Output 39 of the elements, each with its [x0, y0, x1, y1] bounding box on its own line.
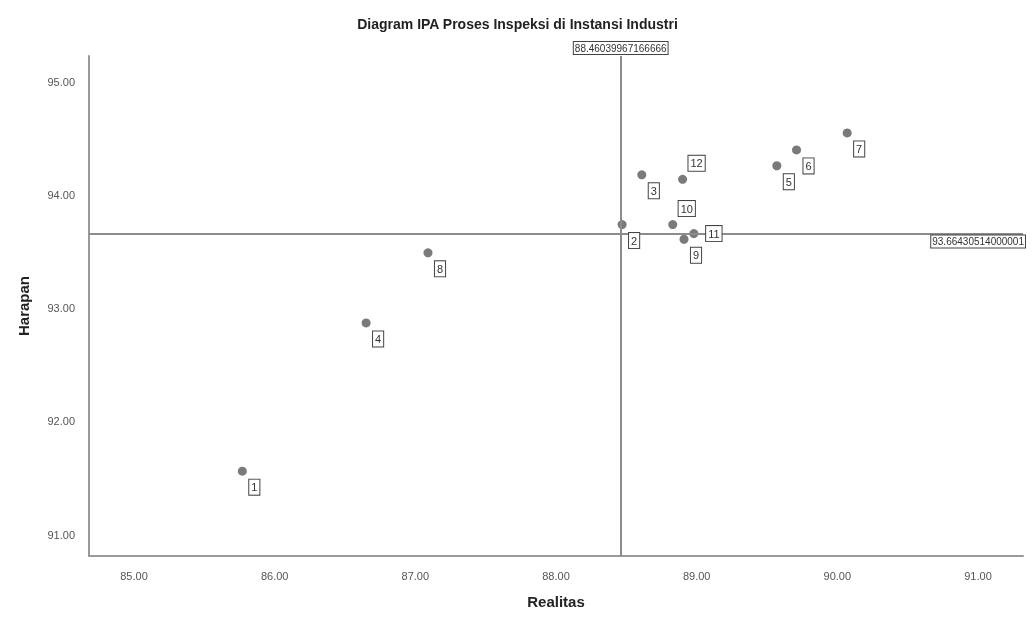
point [237, 466, 247, 476]
point [423, 248, 433, 258]
annotation: 7 [856, 142, 863, 155]
x-axis-title: Realitas [527, 593, 585, 610]
x-tick-label: 89.00 [682, 569, 711, 582]
annotation: 8 [436, 262, 444, 275]
x-tick-label: 90.00 [823, 569, 852, 582]
annotation: 2 [631, 234, 638, 247]
annotation: 3 [650, 184, 657, 197]
point [678, 174, 688, 184]
x-tick-label: 86.00 [260, 569, 289, 582]
annotation: 4 [375, 332, 382, 345]
x-tick-label: 85.00 [120, 569, 148, 582]
annotation: 5 [785, 175, 792, 188]
y-tick-label: 94.00 [47, 189, 75, 202]
x-tick-label: 91.00 [964, 569, 992, 582]
annotation: 10 [680, 202, 693, 215]
annotation: 1 [251, 481, 258, 494]
point [668, 220, 678, 230]
ref-line-label: 88.46039967166666 [574, 42, 668, 54]
annotation: 12 [690, 157, 703, 170]
point [772, 161, 782, 171]
x-tick-label: 87.00 [401, 569, 430, 582]
annotation: 11 [708, 227, 720, 240]
y-tick-label: 93.00 [47, 302, 75, 315]
y-axis-title: Harapan [15, 275, 32, 337]
x-tick-label: 88.00 [542, 569, 570, 582]
point [679, 234, 689, 244]
annotation: 6 [805, 159, 812, 172]
point [361, 318, 371, 328]
point [792, 145, 802, 155]
y-tick-label: 95.00 [47, 76, 75, 89]
point [842, 128, 852, 138]
annotation: 9 [692, 249, 700, 262]
y-tick-label: 91.00 [47, 528, 75, 541]
chart-title: Diagram IPA Proses Inspeksi di Instansi Industri [357, 16, 678, 32]
point [637, 170, 647, 180]
ref-line-label: 93.66430514000001 [932, 236, 1025, 248]
y-tick-label: 92.00 [47, 415, 75, 428]
